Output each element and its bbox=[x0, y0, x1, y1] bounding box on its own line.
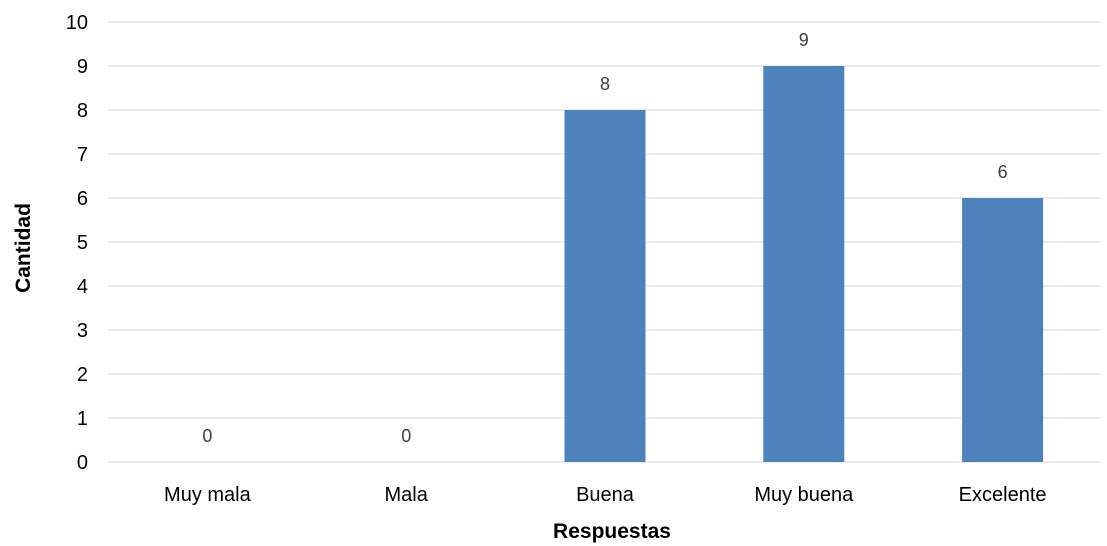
bar-buena bbox=[564, 110, 646, 462]
x-tick-label: Buena bbox=[576, 484, 635, 506]
y-tick-label: 7 bbox=[77, 144, 88, 166]
y-tick-label: 4 bbox=[77, 276, 88, 298]
data-label: 0 bbox=[401, 426, 411, 446]
y-tick-label: 6 bbox=[77, 188, 88, 210]
y-tick-label: 0 bbox=[77, 452, 88, 474]
data-label: 0 bbox=[202, 426, 212, 446]
y-tick-label: 2 bbox=[77, 364, 88, 386]
data-label: 8 bbox=[600, 74, 610, 94]
y-tick-label: 5 bbox=[77, 232, 88, 254]
x-axis-title: Respuestas bbox=[553, 520, 671, 543]
y-tick-label: 8 bbox=[77, 100, 88, 122]
data-label: 9 bbox=[799, 30, 809, 50]
bar-excelente bbox=[962, 198, 1044, 462]
y-tick-label: 3 bbox=[77, 320, 88, 342]
x-tick-label: Muy mala bbox=[164, 484, 252, 506]
y-axis-ticks: 0 1 2 3 4 5 6 7 8 9 10 bbox=[66, 12, 88, 474]
x-axis-ticks: Muy mala Mala Buena Muy buena Excelente bbox=[164, 484, 1046, 506]
x-tick-label: Excelente bbox=[959, 484, 1047, 506]
data-label: 6 bbox=[998, 162, 1008, 182]
data-labels: 0 0 8 9 6 bbox=[202, 30, 1007, 446]
bar-muy-buena bbox=[763, 66, 845, 462]
bars bbox=[564, 66, 1044, 462]
y-axis-title: Cantidad bbox=[12, 203, 35, 293]
x-tick-label: Mala bbox=[385, 484, 429, 506]
y-tick-label: 9 bbox=[77, 56, 88, 78]
y-tick-label: 10 bbox=[66, 12, 88, 34]
y-tick-label: 1 bbox=[77, 408, 88, 430]
x-tick-label: Muy buena bbox=[754, 484, 854, 506]
